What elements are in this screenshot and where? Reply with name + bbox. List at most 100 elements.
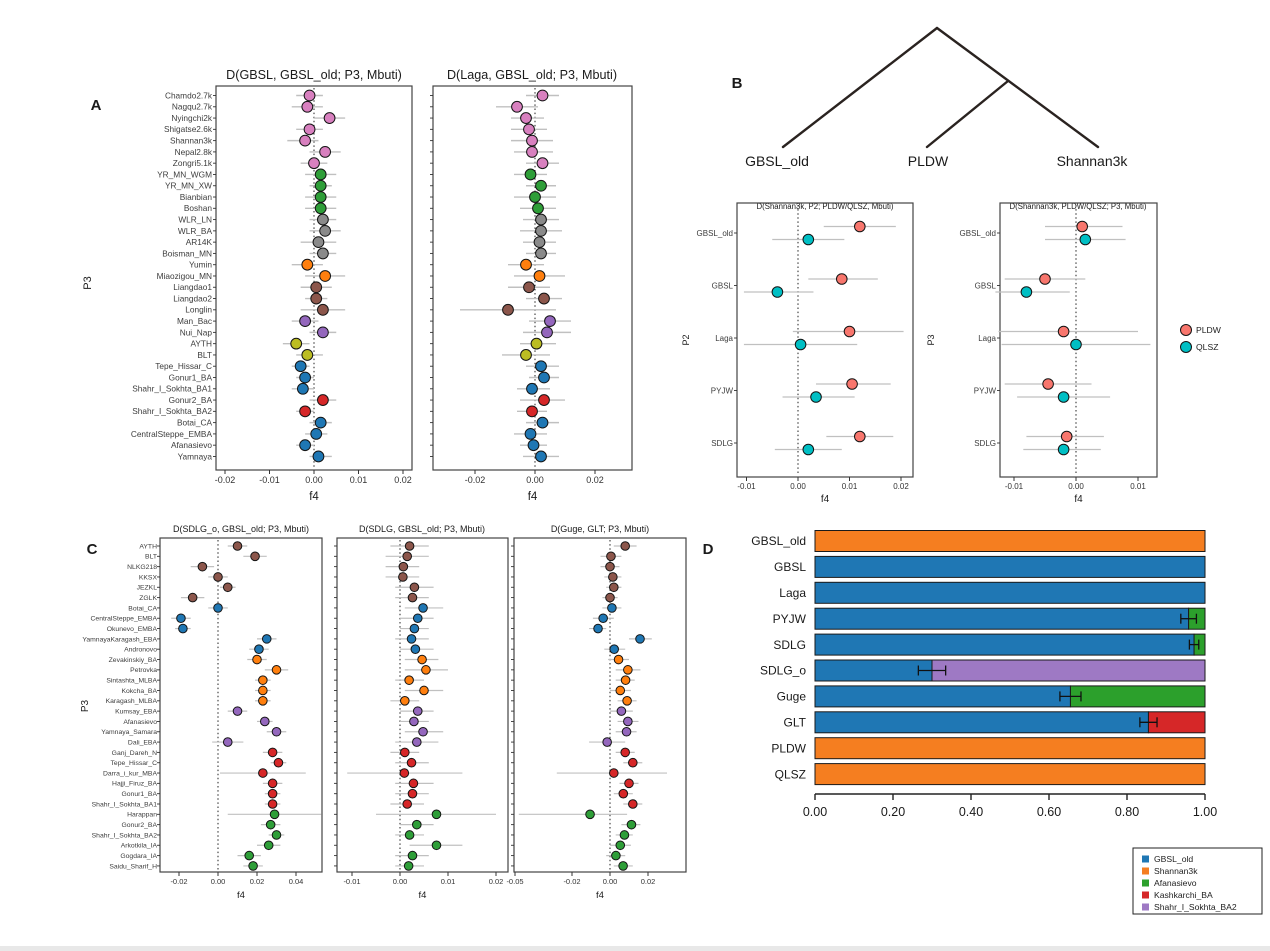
data-point — [621, 726, 632, 737]
data-point — [402, 799, 413, 809]
data-point — [317, 213, 329, 226]
data-point — [222, 737, 233, 747]
chart-A2: D(Laga, GBSL_old; P3, Mbuti) -0.02 0.00 0.0… — [430, 68, 633, 503]
data-point — [843, 325, 856, 338]
x-axis-tick-label: 0.00 — [393, 877, 408, 886]
data-point — [628, 799, 638, 809]
legend-label: GBSL_old — [1154, 854, 1193, 864]
data-point — [615, 685, 626, 696]
plot-border — [513, 537, 687, 873]
category-label: Liangdao1 — [173, 282, 212, 292]
data-point — [618, 861, 628, 871]
x-axis-tick-label: 0.20 — [881, 805, 905, 819]
data-point — [317, 247, 329, 260]
category-label: Gonur2_BA — [121, 822, 157, 829]
x-axis-tick-label: -0.02 — [563, 877, 580, 886]
category-label: Petrovka — [130, 667, 157, 674]
data-point — [402, 551, 413, 562]
x-axis-tick-label: -0.01 — [259, 475, 280, 485]
data-point — [260, 716, 270, 727]
data-point — [538, 371, 550, 384]
data-point — [248, 861, 258, 871]
data-point — [524, 428, 537, 440]
bar-segment — [814, 581, 1206, 604]
data-point — [296, 382, 309, 395]
data-point — [1057, 391, 1070, 403]
data-point — [620, 747, 631, 758]
data-point — [403, 861, 414, 871]
legend-label: Afanasievo — [1154, 878, 1197, 888]
data-point — [846, 378, 858, 390]
tree-edge — [781, 26, 939, 149]
data-point — [602, 737, 612, 747]
y-axis-title: P2 — [681, 334, 691, 345]
legend-swatch — [1142, 891, 1149, 899]
category-label: Shahr_I_Sokhta_BA1 — [92, 801, 158, 808]
chart-title: D(SDLG, GBSL_old; P3, Mbuti) — [359, 524, 485, 534]
category-label: KKSX — [139, 574, 158, 581]
chart-A1: D(GBSL, GBSL_old; P3, Mbuti) -0.02 -0.01 0.… — [82, 68, 413, 503]
data-point — [412, 706, 423, 716]
category-label: NLKG218 — [127, 564, 157, 571]
data-point — [593, 623, 603, 634]
data-point — [412, 819, 422, 830]
category-label: Nui_Nap — [180, 327, 213, 337]
legend-swatch — [1180, 341, 1192, 353]
legend-label: QLSZ — [1196, 342, 1218, 352]
data-point — [535, 360, 547, 373]
data-point — [1039, 273, 1051, 285]
category-label: Nagqu2.7k — [172, 102, 213, 112]
data-point — [1060, 430, 1073, 443]
x-axis-tick-label: 0.02 — [489, 877, 504, 886]
bar-segment — [814, 530, 1206, 552]
legend-swatch — [1180, 324, 1192, 336]
chart-D: GBSL_old GBSL Laga PYJW SDLG SDLG_o Guge GLT PLD… — [751, 530, 1263, 915]
data-point — [303, 89, 316, 102]
data-point — [616, 706, 627, 716]
x-axis-title: f4 — [1074, 494, 1083, 505]
data-point — [412, 737, 422, 747]
data-point — [771, 286, 784, 298]
data-point — [613, 654, 624, 665]
category-label: WLR_LN — [178, 214, 212, 224]
bar-row-label: PLDW — [771, 741, 806, 755]
data-point — [310, 281, 323, 294]
bar-segment — [814, 633, 1195, 656]
category-label: Yamnaya — [178, 451, 213, 461]
category-label: AYTH — [190, 339, 212, 349]
data-point — [222, 582, 233, 593]
data-point — [314, 168, 327, 181]
x-axis-tick-label: 0.60 — [1037, 805, 1061, 819]
data-point — [532, 202, 544, 215]
bar-segment — [1069, 685, 1206, 708]
data-point — [213, 603, 223, 613]
data-point — [502, 303, 514, 316]
data-point — [319, 146, 332, 158]
data-point — [628, 757, 638, 768]
data-point — [535, 213, 547, 226]
category-label: Shahr_I_Sokhta_BA2 — [92, 832, 158, 839]
category-label: Tepe_Hissar_C — [155, 361, 212, 371]
category-label: Gonur1_BA — [169, 372, 213, 382]
data-point — [535, 450, 547, 463]
category-label: Ganj_Dareh_N — [112, 750, 157, 757]
data-point — [232, 706, 243, 716]
panel-letter-d: D — [703, 541, 714, 558]
category-label: Laga — [978, 334, 996, 343]
category-label: Boshan — [184, 203, 213, 213]
x-axis-tick-label: 0.01 — [842, 482, 858, 491]
data-point — [418, 603, 428, 613]
category-label: Longlin — [185, 305, 212, 315]
data-point — [607, 603, 617, 613]
data-point — [267, 788, 278, 799]
plot-border — [999, 202, 1158, 478]
data-point — [523, 281, 535, 294]
data-point — [1070, 338, 1082, 351]
data-point — [176, 613, 186, 624]
legend-box — [1132, 847, 1263, 915]
data-point — [615, 840, 626, 851]
data-point — [299, 405, 312, 418]
chart-C1: D(SDLG_o, GBSL_old; P3, Mbuti) -0.02 0.00 0… — [80, 524, 323, 901]
data-point — [406, 634, 417, 644]
category-label: Okunevo_EMBA — [107, 626, 158, 633]
